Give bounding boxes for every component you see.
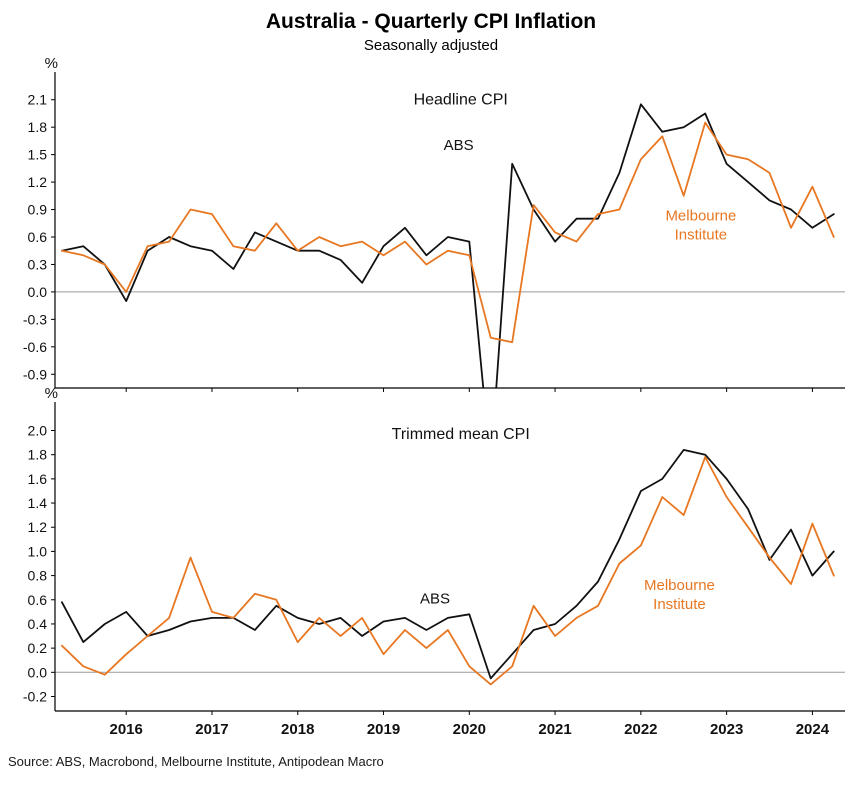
y-tick-label: 1.6 [28, 471, 48, 487]
chart-page: Australia - Quarterly CPI Inflation Seas… [0, 10, 862, 769]
y-tick-label: 1.2 [28, 519, 48, 535]
trimmed-mean-panel: 2.0 1.8 1.6 1.4 1.2 1.0 0.8 0.6 0.4 0.2 0.0 -0.2% 20… [23, 385, 845, 738]
y-tick-label: 0.2 [28, 640, 48, 656]
abs-series-line [61, 103, 835, 388]
y-tick-label: -0.6 [23, 339, 47, 355]
y-tick-label: 0.6 [28, 229, 48, 245]
y-tick-label: 1.2 [28, 174, 48, 190]
melbourne-institute-series-line [61, 456, 835, 686]
x-tick-label: 2020 [453, 721, 486, 738]
abs-series-line [61, 448, 835, 680]
x-tick-label: 2022 [624, 721, 657, 738]
y-tick-label: 0.8 [28, 568, 48, 584]
chart-subtitle: Seasonally adjusted [363, 37, 499, 54]
y-tick-label: 1.5 [28, 147, 48, 163]
annotation-panel-title: Headline CPI [414, 91, 508, 108]
cpi-inflation-charts: 2.1 1.8 1.5 1.2 0.9 0.6 0.3 0.0 -0.3 -0.6 -0.9% Hea… [23, 56, 845, 738]
chart-title: Australia - Quarterly CPI Inflation [265, 10, 597, 33]
y-tick-label: 0.4 [28, 616, 48, 632]
annotation-abs-label: ABS [420, 590, 450, 607]
x-tick-label: 2024 [796, 721, 830, 738]
y-tick-label: 2.0 [28, 423, 48, 439]
x-tick-label: 2023 [710, 721, 743, 738]
x-tick-label: 2018 [281, 721, 314, 738]
source-note: Source: ABS, Macrobond, Melbourne Instit… [8, 754, 384, 769]
y-tick-label: 1.4 [28, 495, 48, 511]
y-tick-label: 0.6 [28, 592, 48, 608]
y-tick-label: -0.2 [23, 688, 47, 704]
y-tick-label: 0.0 [28, 284, 48, 300]
y-tick-label: -0.3 [23, 311, 47, 327]
y-tick-label: 1.8 [28, 119, 48, 135]
y-tick-label: 2.1 [28, 92, 48, 108]
y-tick-label: -0.9 [23, 366, 47, 382]
x-tick-label: 2021 [538, 721, 571, 738]
series-group [61, 448, 835, 686]
annotation-abs-label: ABS [444, 137, 474, 154]
x-tick-label: 2016 [110, 721, 143, 738]
headline-panel: 2.1 1.8 1.5 1.2 0.9 0.6 0.3 0.0 -0.3 -0.6 -0.9% Hea… [23, 56, 845, 392]
x-tick-label: 2019 [367, 721, 400, 738]
x-tick-label: 2017 [195, 721, 228, 738]
series-group [61, 103, 835, 388]
annotation-panel-title: Trimmed mean CPI [392, 426, 530, 443]
y-tick-label: 0.9 [28, 202, 48, 218]
y-tick-label: 1.0 [28, 543, 48, 559]
annotation-mi-label: Melbourne Institute [665, 208, 736, 244]
y-axis-unit: % [45, 385, 58, 402]
y-axis-unit: % [45, 56, 58, 72]
annotation-mi-label: Melbourne Institute [644, 577, 715, 613]
melbourne-institute-series-line [61, 121, 835, 344]
y-tick-label: 1.8 [28, 447, 48, 463]
y-tick-label: 0.3 [28, 256, 48, 272]
y-tick-label: 0.0 [28, 664, 48, 680]
